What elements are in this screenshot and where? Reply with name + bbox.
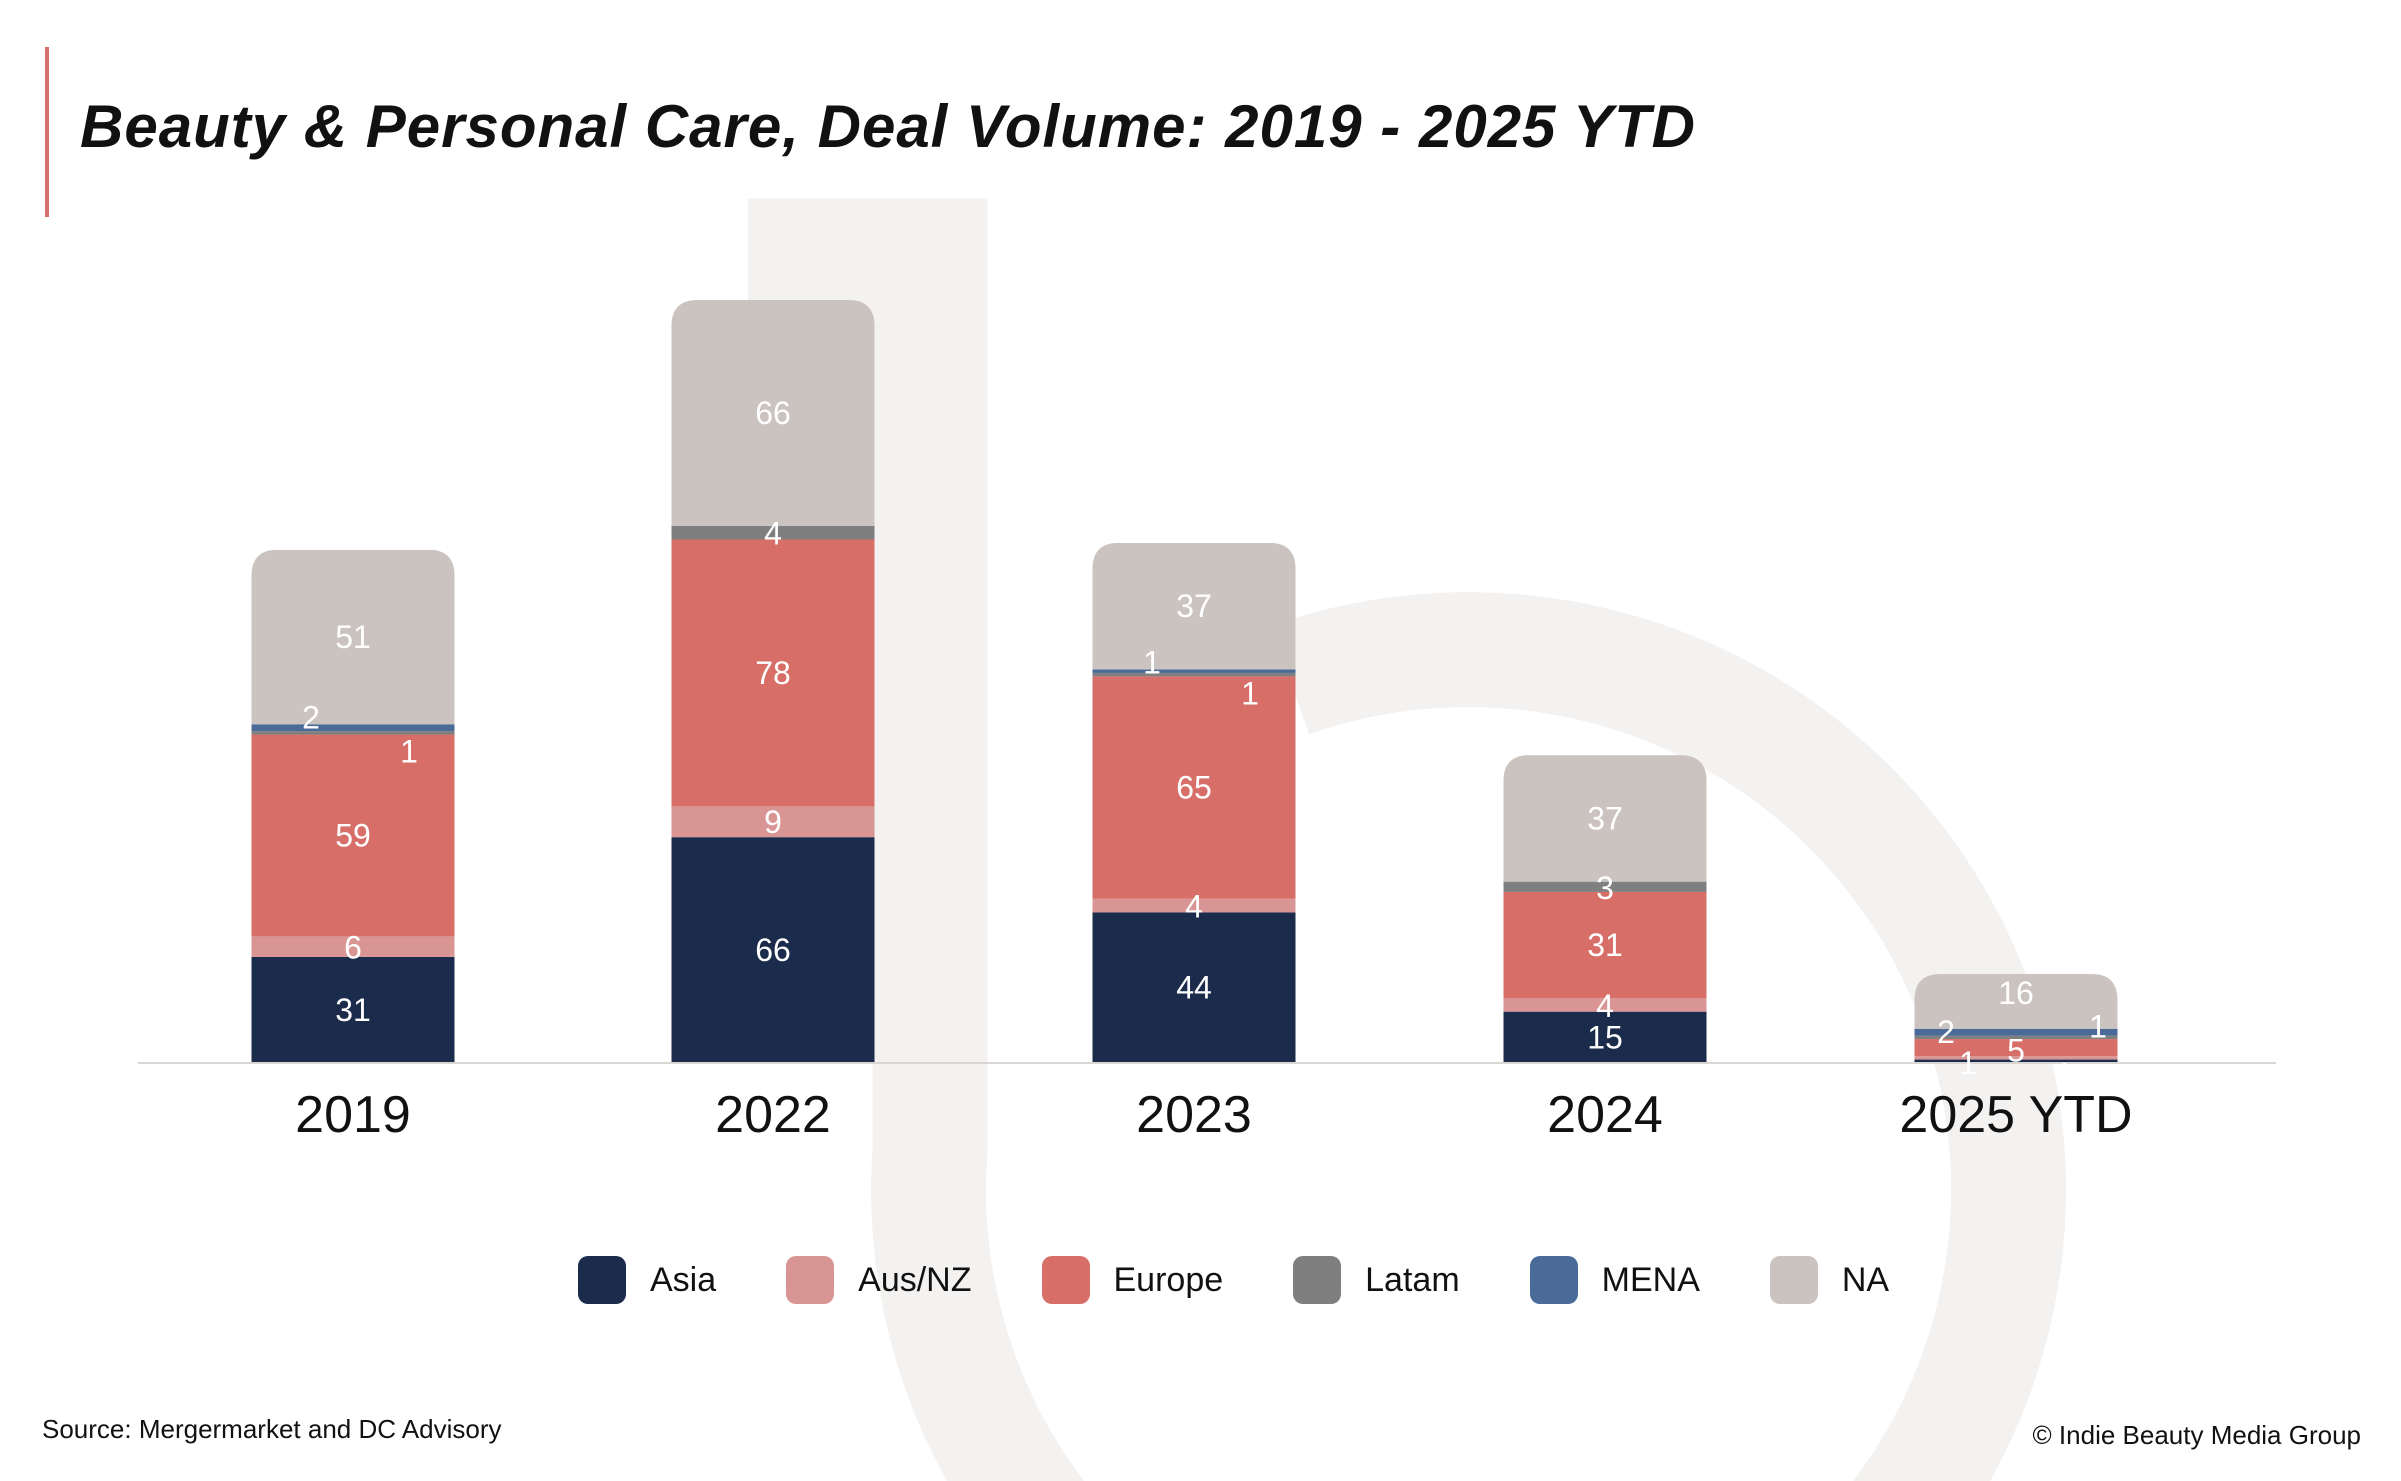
bar-segment-latam xyxy=(1914,1035,2118,1040)
bar-segment-mena xyxy=(1092,669,1296,673)
bar-segment-latam xyxy=(671,525,875,540)
data-label: 31 xyxy=(335,992,371,1028)
legend-swatch xyxy=(1293,1256,1342,1304)
data-label: 66 xyxy=(755,395,791,431)
data-label: 4 xyxy=(1185,889,1203,925)
bar-segment-na xyxy=(1503,755,1707,882)
bar-segment-mena xyxy=(251,724,455,732)
data-label: 44 xyxy=(1176,970,1212,1006)
source-note: Source: Mergermarket and DC Advisory xyxy=(42,1414,502,1444)
bar-segment-na xyxy=(1092,542,1296,670)
data-label: 5 xyxy=(2007,1033,2025,1069)
legend-swatch xyxy=(578,1256,626,1304)
bar-segment-na xyxy=(671,300,875,526)
x-tick-label: 2024 xyxy=(1547,1086,1663,1144)
bar-segment-asia xyxy=(1914,1059,2118,1063)
bar-stack xyxy=(671,300,875,1063)
legend-item: MENA xyxy=(1529,1256,1700,1304)
bar-segment-ausnz xyxy=(251,936,455,957)
legend-swatch xyxy=(1769,1256,1818,1304)
data-label: 51 xyxy=(335,619,371,655)
legend-label: Asia xyxy=(650,1260,717,1299)
labels-group: 3165912512019669784662022444651137202315… xyxy=(295,395,2132,1144)
data-label: 1 xyxy=(400,734,418,770)
legend-item: NA xyxy=(1769,1256,1890,1304)
legend-label: NA xyxy=(1841,1260,1890,1299)
data-label: 16 xyxy=(1998,975,2034,1011)
data-label: 65 xyxy=(1176,770,1212,806)
x-tick-label: 2025 YTD xyxy=(1899,1086,2132,1144)
data-label: 15 xyxy=(1587,1019,1623,1055)
bar-segment-na xyxy=(1914,974,2118,1029)
data-label: 1 xyxy=(1241,675,1259,711)
x-tick-label: 2019 xyxy=(295,1086,411,1144)
bar-segment-asia xyxy=(1092,912,1296,1063)
bar-segment-asia xyxy=(1503,1011,1707,1063)
legend-swatch xyxy=(1041,1256,1090,1304)
data-label: 3 xyxy=(1596,870,1614,906)
legend-swatch xyxy=(786,1256,835,1304)
data-label: 2 xyxy=(1937,1014,1955,1050)
legend-label: MENA xyxy=(1601,1260,1700,1299)
legend-swatch xyxy=(1529,1256,1578,1304)
bar-segment-europe xyxy=(671,539,875,807)
bar-segment-latam xyxy=(1503,881,1707,892)
data-label: 66 xyxy=(755,932,791,968)
bar-segment-ausnz xyxy=(1092,898,1296,913)
title-accent-bar xyxy=(45,47,49,217)
data-label: 1 xyxy=(1143,645,1161,681)
data-label: 4 xyxy=(1596,988,1614,1024)
data-label: 4 xyxy=(764,516,782,552)
x-tick-label: 2022 xyxy=(715,1086,831,1144)
legend: Asia Aus/NZ Europe Latam MENA NA xyxy=(578,1256,1959,1304)
bar-stack xyxy=(1914,974,2118,1063)
data-label: 31 xyxy=(1587,927,1623,963)
x-tick-label: 2023 xyxy=(1136,1086,1252,1144)
bar-segment-na xyxy=(251,549,455,725)
bar-segment-europe xyxy=(251,734,455,937)
legend-item: Aus/NZ xyxy=(786,1256,972,1304)
data-label: 59 xyxy=(335,817,371,853)
bar-segment-ausnz xyxy=(1914,1056,2118,1060)
bar-stack xyxy=(251,549,455,1063)
bar-segment-ausnz xyxy=(1503,997,1707,1012)
legend-label: Latam xyxy=(1365,1260,1460,1299)
data-label: 2 xyxy=(302,699,320,735)
bar-segment-europe xyxy=(1503,891,1707,998)
bar-stack xyxy=(1092,542,1296,1063)
data-label: 37 xyxy=(1176,588,1212,624)
data-label: 1 xyxy=(2055,1057,2073,1093)
bar-segment-asia xyxy=(671,837,875,1063)
data-label: 78 xyxy=(755,655,791,691)
legend-item: Asia xyxy=(578,1256,716,1304)
bar-segment-ausnz xyxy=(671,806,875,838)
copyright-note: © Indie Beauty Media Group xyxy=(2032,1420,2361,1450)
bar-segment-europe xyxy=(1914,1039,2118,1057)
legend-item: Europe xyxy=(1041,1256,1224,1304)
bar-segment-latam xyxy=(251,731,455,735)
chart-title: Beauty & Personal Care, Deal Volume: 201… xyxy=(80,93,1697,160)
bars-group xyxy=(251,300,2118,1063)
watermark-logo xyxy=(748,198,2067,1481)
bar-segment-latam xyxy=(1092,672,1296,677)
data-label: 9 xyxy=(764,804,782,840)
bar-segment-asia xyxy=(251,956,455,1063)
data-label: 37 xyxy=(1587,800,1623,836)
bar-segment-europe xyxy=(1092,676,1296,899)
data-label: 6 xyxy=(344,930,362,966)
legend-label: Europe xyxy=(1113,1260,1224,1299)
legend-label: Aus/NZ xyxy=(858,1260,972,1299)
bar-stack xyxy=(1503,755,1707,1063)
data-label: 1 xyxy=(2089,1009,2107,1045)
legend-item: Latam xyxy=(1293,1256,1460,1304)
data-label: 1 xyxy=(1959,1045,1977,1081)
bar-segment-mena xyxy=(1914,1028,2118,1036)
